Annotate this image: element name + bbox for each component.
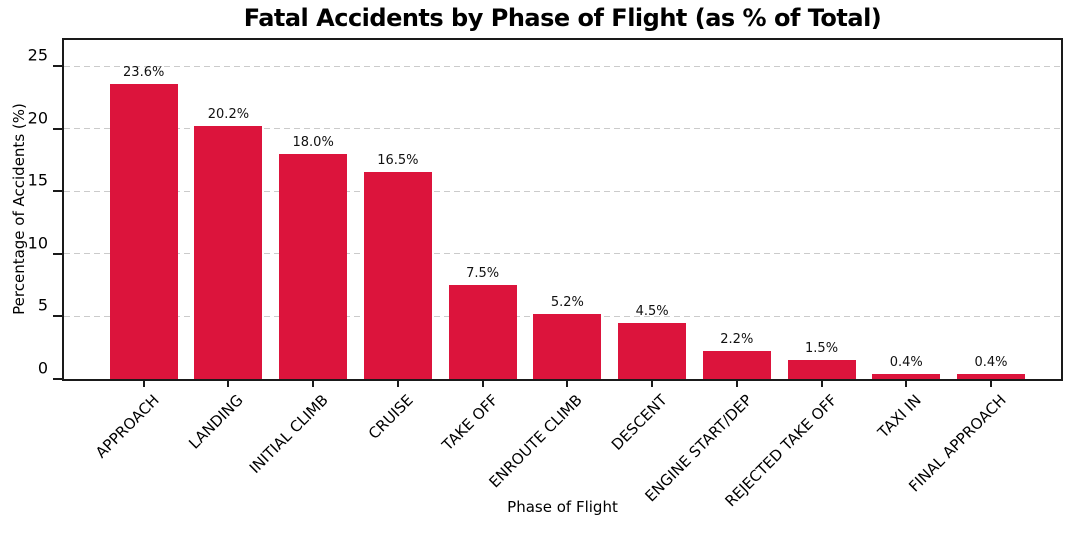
bar-value-label: 2.2%: [720, 332, 754, 348]
y-tick-label: 20: [27, 108, 48, 128]
y-tick-mark: [53, 127, 62, 130]
bar-approach: [109, 83, 178, 379]
gridline-y-25: [64, 65, 1061, 67]
y-tick-mark: [53, 252, 62, 255]
gridline-y-10: [64, 253, 1061, 255]
bar-value-label: 4.5%: [635, 303, 669, 319]
x-tick-mark: [905, 381, 908, 387]
x-tick-mark: [227, 381, 230, 387]
y-tick-label: 25: [27, 45, 48, 65]
y-tick-label: 5: [37, 295, 48, 315]
gridline-y-20: [64, 128, 1061, 130]
x-tick-mark: [820, 381, 823, 387]
y-tick-label: 15: [27, 170, 48, 190]
bar-value-label: 23.6%: [123, 64, 165, 80]
bar-rejected-take-off: [787, 360, 856, 379]
x-axis-title: Phase of Flight: [507, 498, 618, 516]
x-tick-mark: [990, 381, 992, 387]
bar-value-label: 0.4%: [889, 355, 923, 370]
bar-value-label: 7.5%: [466, 266, 500, 282]
y-tick-mark: [53, 190, 62, 193]
bar-landing: [194, 126, 263, 379]
bar-value-label: 1.5%: [805, 341, 839, 357]
bar-value-label: 18.0%: [292, 134, 334, 150]
x-tick-mark: [142, 381, 145, 387]
bar-engine-start-dep: [702, 351, 771, 379]
x-tick-mark: [481, 381, 484, 387]
bar-value-label: 5.2%: [550, 294, 584, 310]
y-tick-mark: [53, 315, 62, 318]
bar-value-label: 16.5%: [377, 153, 419, 169]
x-tick-mark: [735, 381, 738, 387]
bar-taxi-in: [872, 374, 941, 379]
y-tick-label: 0: [37, 358, 48, 378]
y-axis-title: Percentage of Accidents (%): [10, 103, 28, 315]
gridline-y-15: [64, 190, 1061, 192]
y-tick-label: 10: [27, 233, 48, 253]
y-tick-mark: [53, 378, 62, 380]
bar-initial-climb: [279, 153, 348, 379]
plot-area: 0 5 10 15 20 25 23.6% 20.2% 18.0% 16.5% 7.5% 5.2% 4.…: [28, 38, 1063, 387]
x-tick-mark: [312, 381, 315, 387]
bar-take-off: [448, 285, 517, 379]
x-tick-mark: [396, 381, 399, 387]
bar-cruise: [363, 172, 432, 379]
x-tick-mark: [566, 381, 569, 387]
bar-value-label: 20.2%: [207, 107, 250, 123]
bar-descent: [618, 322, 687, 379]
bar-enroute-climb: [533, 313, 602, 379]
bar-value-label: 0.4%: [974, 355, 1008, 370]
bar-final-approach: [957, 374, 1025, 379]
y-tick-mark: [53, 65, 62, 68]
x-tick-mark: [651, 381, 654, 387]
chart-title: Fatal Accidents by Phase of Flight (as %…: [243, 4, 882, 32]
